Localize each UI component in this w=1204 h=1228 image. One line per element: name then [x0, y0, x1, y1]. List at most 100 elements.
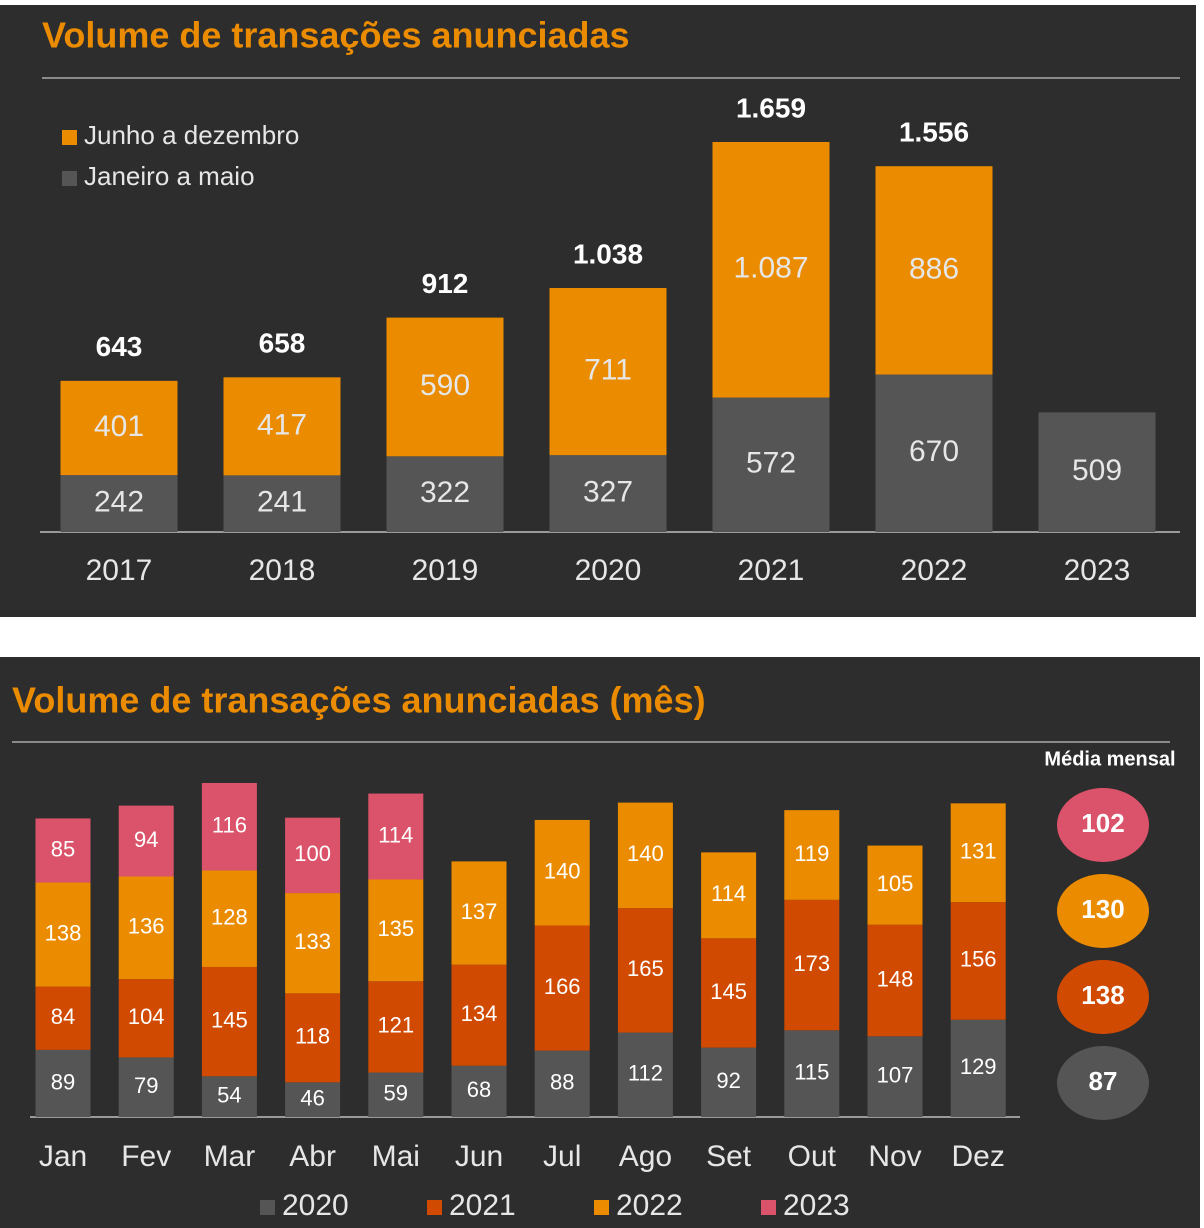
data-label: 670 [909, 435, 959, 468]
bar-segment [617, 802, 673, 909]
bar-segment [867, 845, 923, 925]
x-tick-label: Nov [868, 1140, 921, 1173]
data-label: 104 [128, 1004, 165, 1029]
data-label: 92 [716, 1068, 740, 1093]
data-label: 119 [794, 841, 829, 866]
bar-segment [35, 818, 91, 883]
data-label: 145 [211, 1007, 248, 1032]
data-label: 1.087 [733, 252, 808, 285]
data-label: 116 [212, 813, 247, 838]
legend-label: 2022 [616, 1189, 683, 1222]
x-tick-label: Set [706, 1140, 752, 1173]
data-label: 241 [257, 486, 307, 519]
bar-segment [201, 966, 257, 1077]
total-label: 643 [96, 331, 143, 362]
x-tick-label: Out [788, 1140, 837, 1173]
data-label: 135 [377, 916, 414, 941]
legend-label: Junho a dezembro [84, 120, 299, 150]
legend-swatch [62, 171, 77, 186]
bar-segment [201, 783, 257, 871]
x-tick-label: 2023 [1064, 554, 1131, 587]
data-label: 88 [550, 1070, 574, 1095]
data-label: 509 [1072, 454, 1122, 487]
bar-segment [285, 817, 341, 894]
bar-segment [950, 803, 1006, 903]
data-label: 145 [710, 979, 747, 1004]
data-label: 54 [217, 1082, 241, 1107]
data-label: 89 [51, 1069, 75, 1094]
data-label: 140 [627, 841, 664, 866]
data-label: 401 [94, 410, 144, 443]
average-badge [1057, 960, 1149, 1034]
bar-segment [368, 879, 424, 982]
bar-segment [867, 1036, 923, 1117]
legend-label: Janeiro a maio [84, 161, 255, 191]
x-tick-label: Ago [619, 1140, 672, 1173]
bar-segment [386, 317, 504, 457]
bar-segment [534, 1050, 590, 1117]
bar-segment [223, 377, 341, 476]
x-tick-label: Jul [543, 1140, 581, 1173]
data-label: 105 [877, 871, 914, 896]
bar-segment [950, 1019, 1006, 1117]
total-label: 912 [422, 268, 469, 299]
bar-segment [451, 861, 507, 965]
total-label: 1.038 [573, 238, 643, 269]
bar-segment [368, 1072, 424, 1117]
data-label: 128 [211, 905, 248, 930]
bar-segment [118, 1057, 174, 1117]
legend-swatch [427, 1200, 442, 1215]
data-label: 711 [584, 353, 632, 386]
data-label: 129 [960, 1054, 997, 1079]
data-label: 327 [583, 475, 633, 508]
average-label: 102 [1081, 808, 1124, 838]
bar-segment [118, 876, 174, 980]
bar-segment [35, 882, 91, 987]
data-label: 140 [544, 859, 581, 884]
data-label: 134 [461, 1001, 498, 1026]
bar-segment [784, 810, 840, 900]
average-label: 87 [1089, 1066, 1118, 1096]
data-label: 85 [51, 836, 75, 861]
bar-segment [386, 456, 504, 532]
average-badge [1057, 874, 1149, 948]
legend-label: 2021 [449, 1189, 516, 1222]
bar-segment [60, 475, 178, 532]
x-tick-label: Abr [289, 1140, 336, 1173]
bar-segment [285, 993, 341, 1083]
data-label: 590 [420, 369, 470, 402]
average-label: 130 [1081, 894, 1124, 924]
chart-title: Volume de transações anunciadas (mês) [12, 680, 706, 721]
x-tick-label: 2019 [412, 554, 479, 587]
x-tick-label: Jun [455, 1140, 503, 1173]
legend-label: 2023 [783, 1189, 850, 1222]
data-label: 131 [960, 839, 997, 864]
data-label: 112 [628, 1061, 663, 1086]
data-label: 68 [467, 1077, 491, 1102]
data-label: 138 [45, 920, 82, 945]
bar-segment [701, 1047, 757, 1117]
x-tick-label: Dez [952, 1140, 1005, 1173]
x-tick-label: Mai [372, 1140, 420, 1173]
bar-segment [223, 475, 341, 532]
bar-segment [368, 981, 424, 1073]
data-label: 79 [134, 1073, 158, 1098]
bar-segment [534, 925, 590, 1051]
legend-swatch [761, 1200, 776, 1215]
data-label: 84 [51, 1004, 75, 1029]
bar-segment [35, 1049, 91, 1117]
bar-segment [285, 1082, 341, 1117]
data-label: 118 [295, 1024, 330, 1049]
bar-segment [875, 166, 993, 375]
average-badge [1057, 788, 1149, 862]
bar-segment [617, 908, 673, 1033]
data-label: 107 [877, 1062, 914, 1087]
bar-segment [118, 805, 174, 877]
bar-segment [201, 870, 257, 967]
data-label: 417 [257, 408, 307, 441]
x-tick-label: Mar [204, 1140, 256, 1173]
data-label: 322 [420, 476, 470, 509]
data-label: 166 [544, 974, 581, 999]
bar-segment [118, 979, 174, 1058]
